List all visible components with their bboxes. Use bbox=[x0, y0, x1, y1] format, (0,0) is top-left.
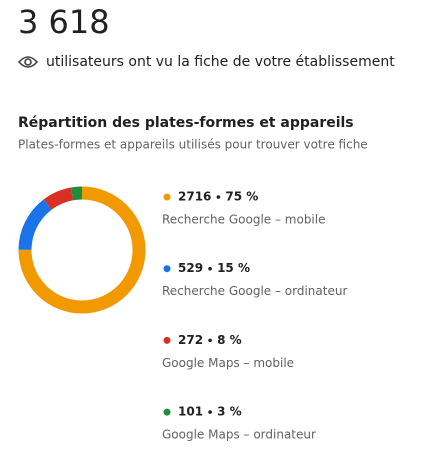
legend-label: Recherche Google – mobile bbox=[162, 213, 325, 227]
separator-dot bbox=[208, 338, 212, 343]
legend-swatch bbox=[163, 408, 171, 416]
donut-segment bbox=[70, 186, 83, 201]
separator-dot bbox=[216, 195, 221, 199]
legend-label: Google Maps – ordinateur bbox=[162, 428, 316, 442]
legend-percent: 3 % bbox=[217, 405, 242, 419]
separator-dot bbox=[208, 266, 212, 271]
chart-title: Répartition des plates-formes et apparei… bbox=[18, 115, 354, 131]
legend-value: 101 bbox=[178, 405, 203, 419]
chart-subtitle: Plates-formes et appareils utilisés pour… bbox=[18, 138, 368, 152]
donut-segment bbox=[18, 186, 146, 314]
legend-value: 529 bbox=[178, 261, 203, 275]
subtitle: utilisateurs ont vu la fiche de votre ét… bbox=[46, 54, 395, 70]
legend-swatch bbox=[163, 265, 171, 273]
legend-value: 2716 bbox=[178, 190, 211, 204]
legend-percent: 15 % bbox=[217, 261, 250, 275]
legend-percent: 8 % bbox=[217, 333, 242, 347]
eye-icon bbox=[17, 56, 39, 68]
legend-swatch bbox=[163, 193, 171, 201]
donut-segment bbox=[18, 199, 52, 251]
legend-value: 272 bbox=[178, 333, 203, 347]
legend-label: Recherche Google – ordinateur bbox=[162, 284, 347, 298]
total: 3 618 bbox=[18, 3, 110, 41]
legend-percent: 75 % bbox=[225, 190, 258, 204]
legend-label: Google Maps – mobile bbox=[162, 356, 294, 370]
donut-segment bbox=[43, 187, 74, 210]
legend-swatch bbox=[163, 336, 171, 344]
separator-dot bbox=[208, 410, 212, 414]
